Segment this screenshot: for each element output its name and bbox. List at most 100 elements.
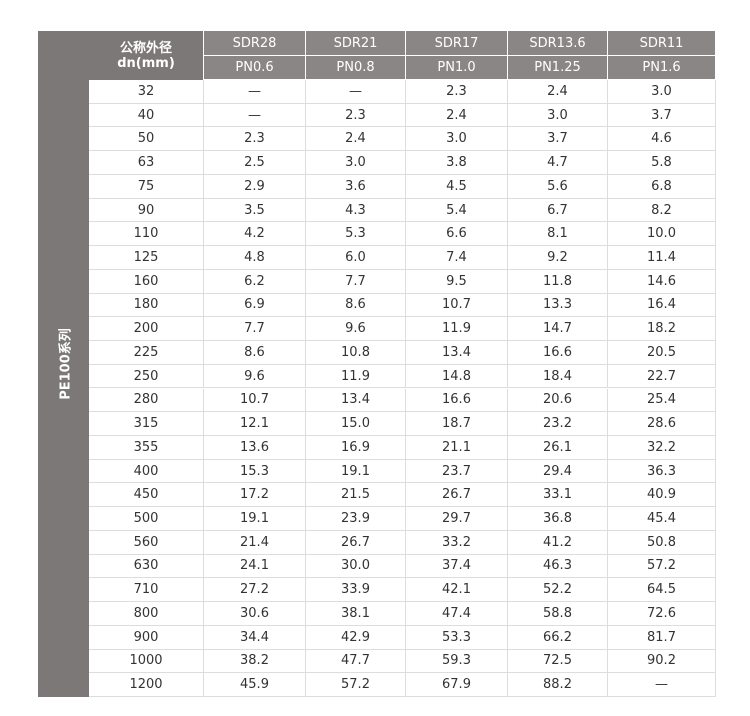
dn-cell: 1000: [89, 649, 204, 674]
pn-header: PN1.25: [508, 56, 608, 80]
value-cell: 3.7: [508, 127, 608, 152]
dn-cell: 900: [89, 625, 204, 650]
pn-header: PN0.8: [306, 56, 406, 80]
sdr-header: SDR21: [306, 31, 406, 56]
value-cell: 13.4: [406, 341, 508, 365]
dn-cell: 280: [89, 388, 204, 413]
value-cell: 13.6: [204, 435, 306, 460]
dn-cell: 110: [89, 222, 204, 247]
dn-cell: 630: [89, 554, 204, 579]
value-cell: 18.2: [608, 317, 716, 342]
pn-header: PN1.6: [608, 56, 716, 80]
value-cell: 72.6: [608, 602, 716, 626]
value-cell: 10.8: [306, 341, 406, 365]
value-cell: 8.2: [608, 198, 716, 223]
dn-cell: 450: [89, 483, 204, 508]
value-cell: 16.9: [306, 435, 406, 460]
sdr-header: SDR11: [608, 31, 716, 56]
value-cell: 19.1: [204, 507, 306, 531]
value-cell: 36.3: [608, 459, 716, 484]
value-cell: 21.5: [306, 483, 406, 508]
value-cell: —: [204, 103, 306, 128]
value-cell: 81.7: [608, 625, 716, 650]
value-cell: 23.2: [508, 412, 608, 436]
value-cell: 22.7: [608, 364, 716, 389]
value-cell: 4.6: [608, 127, 716, 152]
value-cell: 10.7: [406, 293, 508, 318]
value-cell: 37.4: [406, 554, 508, 579]
value-cell: 4.7: [508, 151, 608, 175]
value-cell: 6.7: [508, 198, 608, 223]
dn-cell: 500: [89, 507, 204, 531]
value-cell: 16.6: [406, 388, 508, 413]
value-cell: 36.8: [508, 507, 608, 531]
value-cell: 10.0: [608, 222, 716, 247]
value-cell: 59.3: [406, 649, 508, 674]
value-cell: 52.2: [508, 578, 608, 603]
dn-header: 公称外径 dn(mm): [89, 31, 204, 80]
value-cell: 30.6: [204, 602, 306, 626]
value-cell: 90.2: [608, 649, 716, 674]
dn-cell: 225: [89, 341, 204, 365]
value-cell: 2.4: [406, 103, 508, 128]
value-cell: 25.4: [608, 388, 716, 413]
value-cell: 14.7: [508, 317, 608, 342]
dn-cell: 355: [89, 435, 204, 460]
value-cell: 4.2: [204, 222, 306, 247]
sdr-header: SDR13.6: [508, 31, 608, 56]
dn-label: 公称外径: [119, 40, 172, 56]
value-cell: 5.6: [508, 174, 608, 199]
value-cell: 2.4: [306, 127, 406, 152]
value-cell: 45.9: [204, 673, 306, 697]
value-cell: 7.7: [306, 269, 406, 294]
value-cell: 88.2: [508, 673, 608, 697]
value-cell: 18.4: [508, 364, 608, 389]
value-cell: 45.4: [608, 507, 716, 531]
value-cell: 20.6: [508, 388, 608, 413]
value-cell: 27.2: [204, 578, 306, 603]
value-cell: 29.7: [406, 507, 508, 531]
value-cell: 26.7: [306, 530, 406, 555]
value-cell: 23.7: [406, 459, 508, 484]
sdr-header: SDR17: [406, 31, 508, 56]
value-cell: 16.4: [608, 293, 716, 318]
value-cell: 67.9: [406, 673, 508, 697]
value-cell: 2.4: [508, 80, 608, 104]
value-cell: —: [204, 80, 306, 104]
value-cell: 5.3: [306, 222, 406, 247]
value-cell: 28.6: [608, 412, 716, 436]
side-label: PE100系列: [58, 328, 73, 400]
sdr-header: SDR28: [204, 31, 306, 56]
dn-cell: 1200: [89, 673, 204, 697]
value-cell: 9.5: [406, 269, 508, 294]
value-cell: 8.1: [508, 222, 608, 247]
value-cell: 58.8: [508, 602, 608, 626]
dn-cell: 400: [89, 459, 204, 484]
value-cell: 38.1: [306, 602, 406, 626]
value-cell: 3.8: [406, 151, 508, 175]
value-cell: 7.4: [406, 246, 508, 270]
value-cell: 9.6: [204, 364, 306, 389]
value-cell: 12.1: [204, 412, 306, 436]
value-cell: 30.0: [306, 554, 406, 579]
side-label-cell: PE100系列: [38, 31, 89, 697]
dn-cell: 32: [89, 80, 204, 104]
value-cell: 18.7: [406, 412, 508, 436]
value-cell: 50.8: [608, 530, 716, 555]
value-cell: 8.6: [204, 341, 306, 365]
dn-cell: 250: [89, 364, 204, 389]
value-cell: 3.5: [204, 198, 306, 223]
value-cell: 17.2: [204, 483, 306, 508]
value-cell: 38.2: [204, 649, 306, 674]
value-cell: 6.0: [306, 246, 406, 270]
value-cell: 42.9: [306, 625, 406, 650]
value-cell: 33.1: [508, 483, 608, 508]
value-cell: 57.2: [608, 554, 716, 579]
dn-cell: 75: [89, 174, 204, 199]
value-cell: 46.3: [508, 554, 608, 579]
value-cell: 41.2: [508, 530, 608, 555]
value-cell: 32.2: [608, 435, 716, 460]
value-cell: 13.4: [306, 388, 406, 413]
value-cell: 23.9: [306, 507, 406, 531]
